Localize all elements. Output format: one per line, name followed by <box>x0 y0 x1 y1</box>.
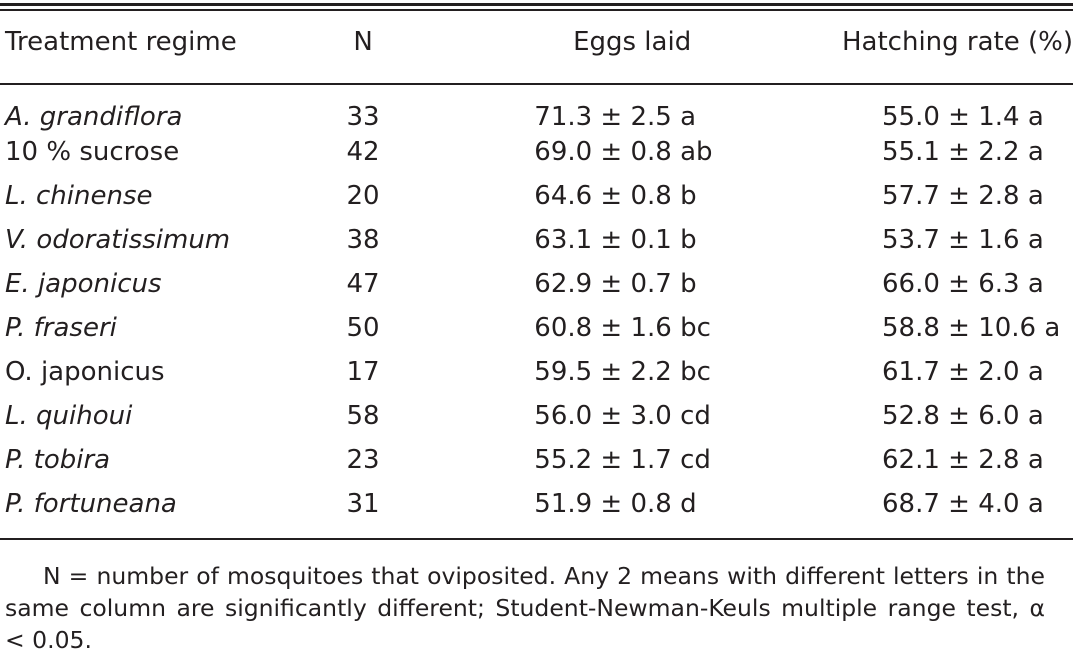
cell-treatment-regime: P. tobira <box>5 445 111 475</box>
cell-treatment-regime: P. fraseri <box>5 313 117 343</box>
cell-eggs-laid: 64.6 ± 0.8 b <box>534 181 697 211</box>
cell-treatment-regime: V. odoratissimum <box>5 225 231 255</box>
cell-eggs-laid: 59.5 ± 2.2 bc <box>534 357 711 387</box>
cell-hatching-rate: 62.1 ± 2.8 a <box>882 445 1044 475</box>
cell-n: 33 <box>346 102 380 132</box>
cell-treatment-regime: L. chinense <box>5 181 153 211</box>
cell-hatching-rate: 55.0 ± 1.4 a <box>882 102 1044 132</box>
cell-hatching-rate: 68.7 ± 4.0 a <box>882 489 1044 519</box>
cell-hatching-rate: 58.8 ± 10.6 a <box>882 313 1061 343</box>
cell-eggs-laid: 56.0 ± 3.0 cd <box>534 401 711 431</box>
table-footnote: N = number of mosquitoes that oviposited… <box>5 562 1045 654</box>
cell-n: 31 <box>346 489 380 519</box>
cell-treatment-regime: P. fortuneana <box>5 489 177 519</box>
cell-eggs-laid: 69.0 ± 0.8 ab <box>534 137 713 167</box>
table-row: V. odoratissimum 38 63.1 ± 0.1 b 53.7 ± … <box>0 218 1073 262</box>
header-hatching-rate: Hatching rate (%) <box>842 27 1073 57</box>
results-table: Treatment regime N Eggs laid Hatching ra… <box>0 0 1073 526</box>
header-divider-rule <box>0 83 1073 85</box>
header-eggs-laid: Eggs laid <box>573 27 692 57</box>
cell-eggs-laid: 60.8 ± 1.6 bc <box>534 313 711 343</box>
cell-eggs-laid: 55.2 ± 1.7 cd <box>534 445 711 475</box>
table-row: P. tobira 23 55.2 ± 1.7 cd 62.1 ± 2.8 a <box>0 438 1073 482</box>
cell-hatching-rate: 52.8 ± 6.0 a <box>882 401 1044 431</box>
cell-treatment-regime: A. grandiflora <box>5 102 183 132</box>
cell-hatching-rate: 53.7 ± 1.6 a <box>882 225 1044 255</box>
cell-n: 38 <box>346 225 380 255</box>
cell-n: 47 <box>346 269 380 299</box>
cell-eggs-laid: 63.1 ± 0.1 b <box>534 225 697 255</box>
cell-n: 17 <box>346 357 380 387</box>
cell-hatching-rate: 55.1 ± 2.2 a <box>882 137 1044 167</box>
table-row: 10 % sucrose 42 69.0 ± 0.8 ab 55.1 ± 2.2… <box>0 130 1073 174</box>
cell-n: 58 <box>346 401 380 431</box>
cell-eggs-laid: 71.3 ± 2.5 a <box>534 102 697 132</box>
cell-hatching-rate: 57.7 ± 2.8 a <box>882 181 1044 211</box>
table-row: L. quihoui 58 56.0 ± 3.0 cd 52.8 ± 6.0 a <box>0 394 1073 438</box>
cell-eggs-laid: 62.9 ± 0.7 b <box>534 269 697 299</box>
cell-treatment-regime: L. quihoui <box>5 401 133 431</box>
cell-hatching-rate: 61.7 ± 2.0 a <box>882 357 1044 387</box>
header-n: N <box>353 27 373 57</box>
table-row: A. grandiflora 33 71.3 ± 2.5 a 55.0 ± 1.… <box>0 84 1073 130</box>
cell-n: 42 <box>346 137 380 167</box>
cell-treatment-regime: 10 % sucrose <box>5 137 180 167</box>
header-row: Treatment regime N Eggs laid Hatching ra… <box>0 0 1073 84</box>
cell-treatment-regime: E. japonicus <box>5 269 162 299</box>
cell-n: 23 <box>346 445 380 475</box>
cell-hatching-rate: 66.0 ± 6.3 a <box>882 269 1044 299</box>
header-treatment-regime: Treatment regime <box>5 27 237 57</box>
table-bottom-rule <box>0 538 1073 540</box>
table-top-rule-secondary <box>0 9 1073 11</box>
table-row: O. japonicus 17 59.5 ± 2.2 bc 61.7 ± 2.0… <box>0 350 1073 394</box>
cell-treatment-regime: O. japonicus <box>5 357 165 387</box>
table-header: Treatment regime N Eggs laid Hatching ra… <box>0 0 1073 84</box>
table-row: E. japonicus 47 62.9 ± 0.7 b 66.0 ± 6.3 … <box>0 262 1073 306</box>
table-body: A. grandiflora 33 71.3 ± 2.5 a 55.0 ± 1.… <box>0 84 1073 526</box>
table-top-rule <box>0 3 1073 6</box>
cell-eggs-laid: 51.9 ± 0.8 d <box>534 489 697 519</box>
cell-n: 20 <box>346 181 380 211</box>
table-row: P. fraseri 50 60.8 ± 1.6 bc 58.8 ± 10.6 … <box>0 306 1073 350</box>
table-row: P. fortuneana 31 51.9 ± 0.8 d 68.7 ± 4.0… <box>0 482 1073 526</box>
cell-n: 50 <box>346 313 380 343</box>
table-row: L. chinense 20 64.6 ± 0.8 b 57.7 ± 2.8 a <box>0 174 1073 218</box>
